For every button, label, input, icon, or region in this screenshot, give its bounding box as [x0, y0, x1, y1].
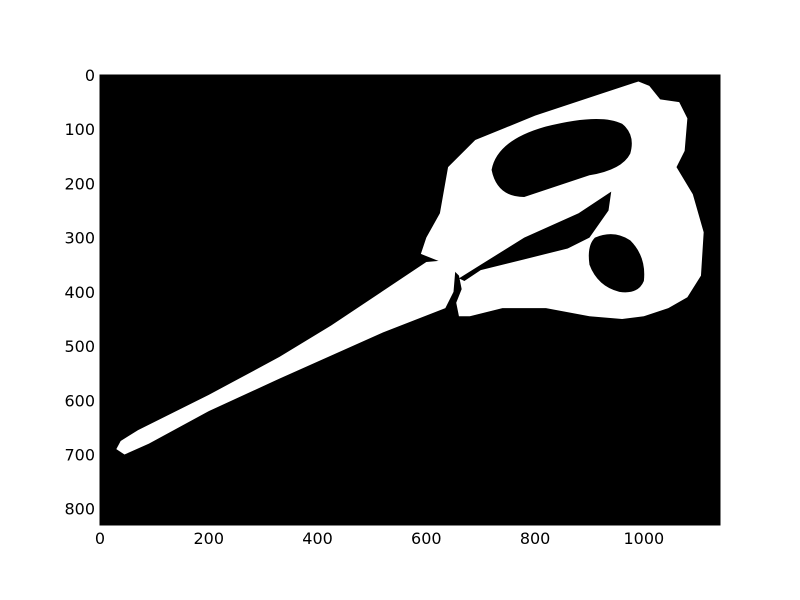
y-tick-label: 300: [64, 229, 95, 248]
x-tick-label: 600: [411, 529, 442, 548]
y-axis: 0 100 200 300 400 500 600 700 800: [64, 66, 105, 519]
x-tick-label: 200: [193, 529, 224, 548]
scissors-mask: [116, 81, 704, 455]
plot-frame: [99, 74, 721, 526]
x-tick-label: 0: [95, 529, 105, 548]
y-tick-label: 100: [64, 120, 95, 139]
x-tick-label: 800: [520, 529, 551, 548]
y-tick-label: 700: [64, 446, 95, 465]
upper-finger-hole: [491, 118, 632, 197]
x-axis: 0 200 400 600 800 1000: [95, 520, 664, 548]
plot-area: [99, 74, 721, 526]
y-tick-label: 400: [64, 283, 95, 302]
y-tick-label: 500: [64, 337, 95, 356]
x-tick-label: 400: [302, 529, 333, 548]
lower-finger-hole: [588, 234, 645, 293]
blade-gap: [458, 191, 612, 282]
y-tick-label: 0: [85, 66, 95, 85]
scissors-blade: [116, 259, 457, 455]
y-tick-label: 600: [64, 391, 95, 410]
x-tick-label: 1000: [624, 529, 665, 548]
y-tick-label: 200: [64, 174, 95, 193]
y-tick-label: 800: [64, 500, 95, 519]
